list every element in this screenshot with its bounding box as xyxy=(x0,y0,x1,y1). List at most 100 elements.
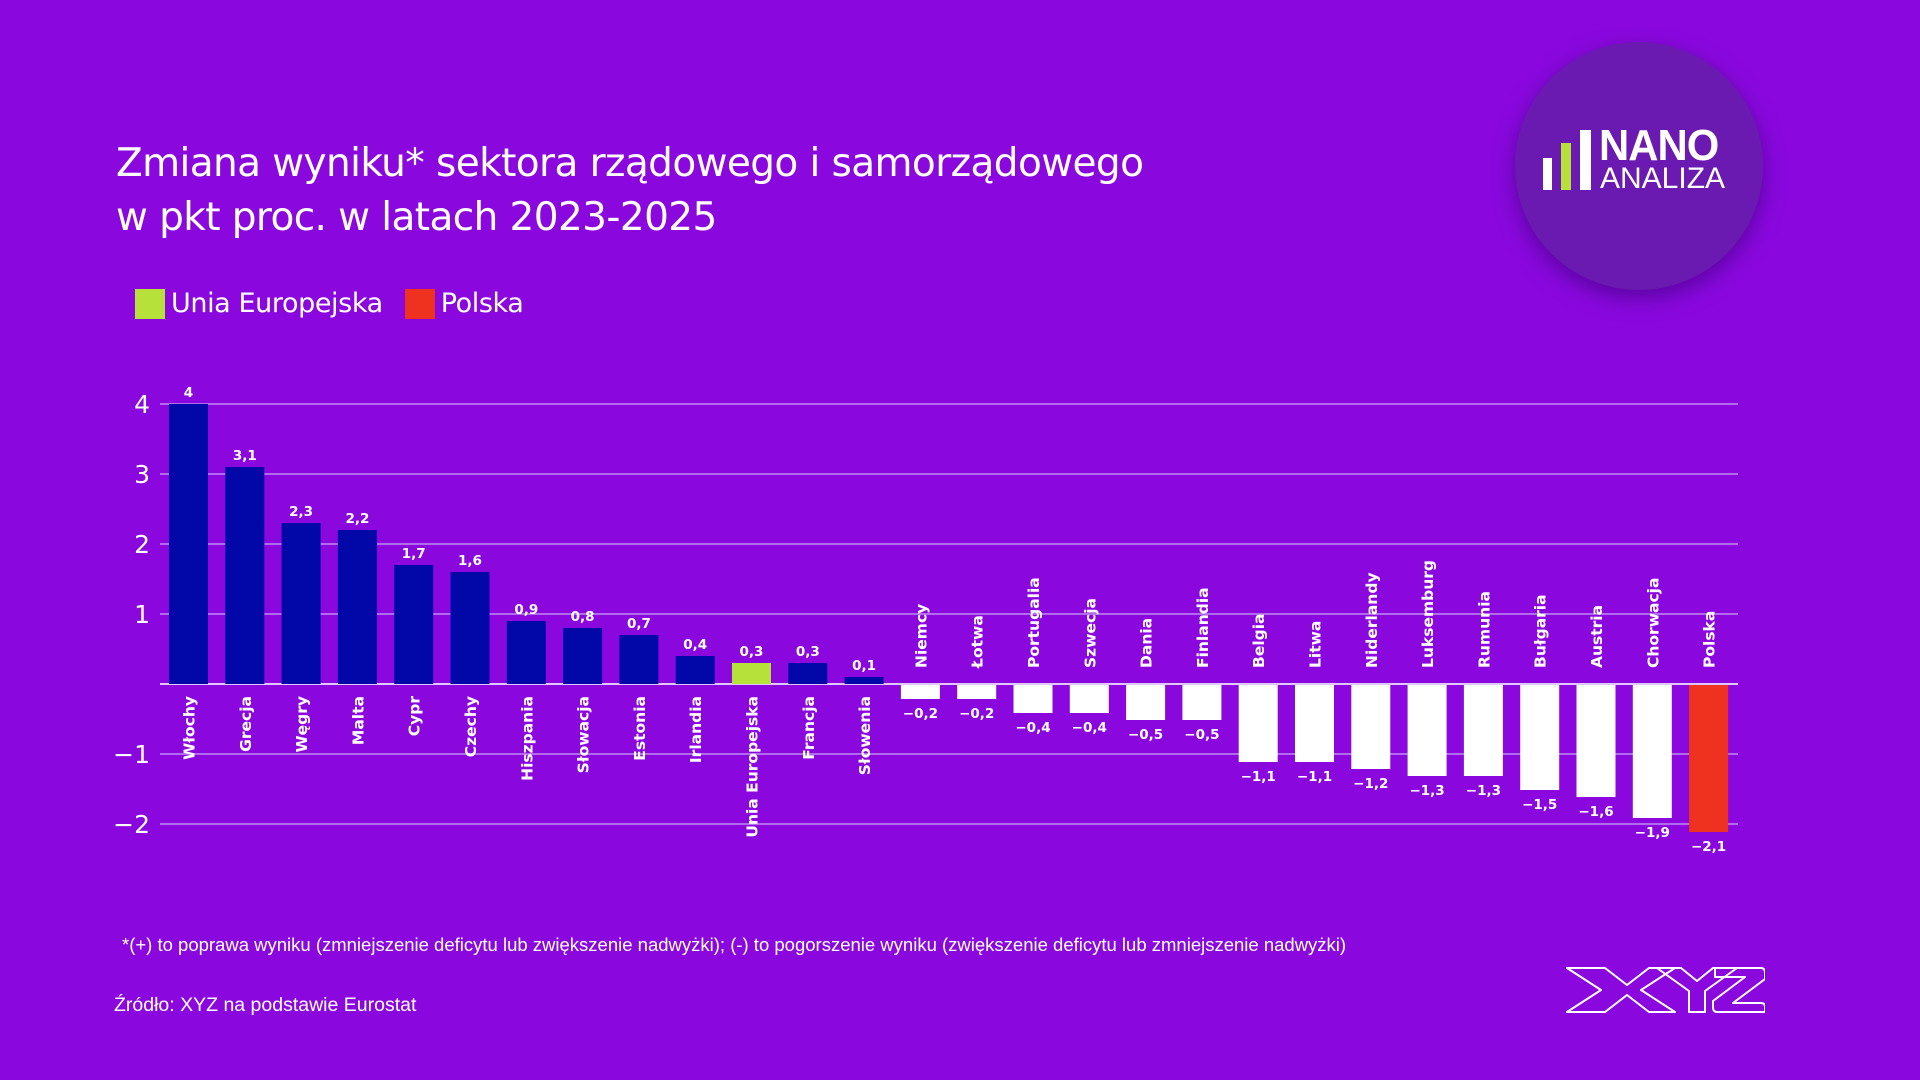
bar-chorwacja xyxy=(1632,685,1672,818)
category-label: Estonia xyxy=(631,696,649,761)
value-label: 0,9 xyxy=(514,602,538,618)
value-label: 1,7 xyxy=(402,546,426,562)
bar-finlandia xyxy=(1182,685,1222,720)
category-label: Czechy xyxy=(462,696,480,757)
category-label: Niderlandy xyxy=(1363,572,1381,668)
bar-portugalia xyxy=(1013,685,1053,713)
category-label: Grecja xyxy=(237,696,255,752)
bar-francja xyxy=(788,663,828,684)
bar-hiszpania xyxy=(506,621,546,684)
value-label: −1,1 xyxy=(1241,769,1276,785)
category-label: Belgia xyxy=(1250,613,1268,668)
y-tick-label: −2 xyxy=(113,810,150,839)
legend-swatch-poland xyxy=(404,288,435,319)
bar-łotwa xyxy=(957,685,997,699)
value-label: 2,3 xyxy=(289,504,313,520)
bar-rumunia xyxy=(1463,685,1503,776)
value-label: 0,1 xyxy=(852,658,876,674)
category-label: Słowacja xyxy=(575,696,593,773)
chart-title-line2: w pkt proc. w latach 2023-2025 xyxy=(116,195,717,240)
category-label: Szwecja xyxy=(1081,598,1099,668)
bar-włochy xyxy=(169,404,208,684)
value-label: −1,6 xyxy=(1578,804,1613,820)
bar-niderlandy xyxy=(1351,685,1391,769)
bar-belgia xyxy=(1238,685,1278,762)
bar-estonia xyxy=(619,635,659,684)
value-label: −0,4 xyxy=(1072,720,1107,736)
legend-label-poland: Polska xyxy=(440,288,524,319)
bar-unia-europejska xyxy=(732,663,771,684)
xyz-logo-icon xyxy=(1566,967,1765,1013)
bar-dania xyxy=(1126,685,1166,720)
value-label: −2,1 xyxy=(1691,839,1726,855)
category-label: Finlandia xyxy=(1194,587,1212,668)
footnote: *(+) to poprawa wyniku (zmniejszenie def… xyxy=(122,934,1347,955)
category-label: Rumunia xyxy=(1475,591,1493,668)
category-label: Francja xyxy=(800,696,818,760)
legend-item-poland: Polska xyxy=(404,288,524,319)
bar-polska xyxy=(1689,685,1729,832)
value-label: 4 xyxy=(184,385,193,401)
legend-item-eu: Unia Europejska xyxy=(135,288,383,319)
bar-malta xyxy=(337,530,377,684)
value-label: −1,9 xyxy=(1635,825,1670,841)
category-label: Łotwa xyxy=(969,615,987,669)
bar-słowacja xyxy=(563,628,603,684)
value-label: 3,1 xyxy=(233,448,257,464)
bar-szwecja xyxy=(1069,685,1109,713)
chart-title: Zmiana wyniku* sektora rządowego i samor… xyxy=(116,137,1144,245)
category-label: Litwa xyxy=(1307,621,1325,668)
value-label: −1,3 xyxy=(1466,783,1501,799)
bar-cypr xyxy=(394,565,434,684)
bar-litwa xyxy=(1295,685,1334,762)
category-label: Hiszpania xyxy=(518,696,536,781)
bar-niemcy xyxy=(900,685,940,699)
bar-austria xyxy=(1576,685,1616,797)
value-label: −0,4 xyxy=(1015,720,1050,736)
legend-swatch-eu xyxy=(135,288,165,319)
y-tick-label: 2 xyxy=(134,530,150,559)
category-label: Cypr xyxy=(406,696,424,737)
y-tick-label: 1 xyxy=(134,600,150,629)
category-label: Niemcy xyxy=(912,604,930,668)
nano-analiza-logo-badge xyxy=(1515,42,1763,290)
category-label: Chorwacja xyxy=(1644,578,1662,668)
legend-label-eu: Unia Europejska xyxy=(171,288,383,319)
y-tick-label: −1 xyxy=(113,740,150,769)
value-label: 0,8 xyxy=(571,609,595,625)
logo-text-nano: NANO xyxy=(1599,121,1719,170)
category-label: Portugalia xyxy=(1025,577,1043,668)
value-label: 0,7 xyxy=(627,616,651,632)
value-label: −0,2 xyxy=(959,706,994,722)
value-label: 2,2 xyxy=(345,511,369,527)
chart-title-line1: Zmiana wyniku* sektora rządowego i samor… xyxy=(116,141,1144,186)
category-label: Bułgaria xyxy=(1532,594,1550,668)
value-label: −1,3 xyxy=(1409,783,1444,799)
category-label: Dania xyxy=(1138,618,1156,668)
bar-węgry xyxy=(281,523,321,684)
value-label: 0,3 xyxy=(740,644,764,660)
bar-czechy xyxy=(450,572,490,684)
legend: Unia Europejska Polska xyxy=(135,288,545,319)
category-label: Irlandia xyxy=(687,696,705,763)
value-label: 0,4 xyxy=(683,637,707,653)
category-label: Austria xyxy=(1588,605,1606,668)
bar-luksemburg xyxy=(1407,685,1447,776)
logo-text-analiza: ANALIZA xyxy=(1600,162,1726,195)
category-label: Polska xyxy=(1701,611,1719,668)
value-label: 0,3 xyxy=(796,644,820,660)
category-label: Węgry xyxy=(293,696,311,752)
bar-irlandia xyxy=(675,656,715,684)
value-label: −1,2 xyxy=(1353,776,1388,792)
value-label: −1,1 xyxy=(1297,769,1332,785)
category-label: Unia Europejska xyxy=(744,696,762,838)
bar-słowenia xyxy=(844,677,884,684)
bar-grecja xyxy=(225,467,265,684)
y-tick-label: 4 xyxy=(134,390,150,419)
value-label: −0,2 xyxy=(903,706,938,722)
y-tick-label: 3 xyxy=(134,460,150,489)
category-label: Luksemburg xyxy=(1419,560,1437,668)
category-label: Malta xyxy=(349,696,367,745)
value-label: −0,5 xyxy=(1184,727,1219,743)
